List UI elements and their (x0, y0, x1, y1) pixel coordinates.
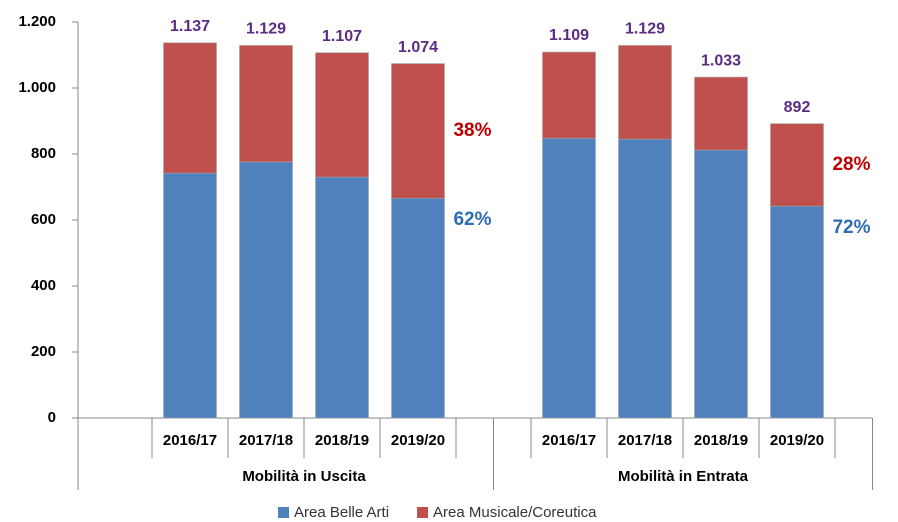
total-label: 892 (784, 99, 811, 116)
percentage-annotation: 28% (832, 154, 870, 175)
bar-segment (770, 205, 824, 419)
x-tick-label: 2016/17 (163, 432, 217, 449)
bar-segment (770, 123, 824, 207)
bar-segment (163, 172, 217, 419)
group-label: Mobilità in Entrata (618, 468, 749, 485)
bar-segment (542, 51, 596, 139)
bar-segment (239, 45, 293, 163)
legend-swatch (278, 507, 289, 518)
bar-segment (391, 197, 445, 419)
percentage-annotation: 72% (832, 217, 870, 238)
total-label: 1.107 (322, 28, 362, 45)
x-tick-label: 2019/20 (391, 432, 445, 449)
bar-segment (618, 138, 672, 419)
total-label: 1.129 (246, 21, 286, 38)
percentage-annotation: 62% (453, 209, 491, 230)
percentage-annotation: 38% (453, 120, 491, 141)
total-label: 1.109 (549, 27, 589, 44)
y-tick-label: 1.200 (18, 13, 56, 30)
x-tick-label: 2016/17 (542, 432, 596, 449)
y-tick-label: 1.000 (18, 79, 56, 96)
bar-segment (315, 176, 369, 419)
total-label: 1.137 (170, 18, 210, 35)
y-tick-label: 600 (31, 211, 56, 228)
group-label: Mobilità in Uscita (242, 468, 366, 485)
bar-segment (163, 42, 217, 174)
y-tick-label: 0 (48, 409, 56, 426)
bar-segment (694, 76, 748, 151)
y-tick-label: 400 (31, 277, 56, 294)
y-tick-label: 800 (31, 145, 56, 162)
bar-segment (542, 137, 596, 419)
bar-segment (694, 149, 748, 419)
total-label: 1.074 (398, 39, 438, 56)
x-tick-label: 2018/19 (694, 432, 748, 449)
x-tick-label: 2017/18 (618, 432, 672, 449)
total-label: 1.033 (701, 52, 741, 69)
y-tick-label: 200 (31, 343, 56, 360)
bar-segment (239, 161, 293, 419)
x-tick-label: 2017/18 (239, 432, 293, 449)
legend-label: Area Belle Arti (294, 504, 389, 521)
bar-segment (391, 63, 445, 199)
x-tick-label: 2018/19 (315, 432, 369, 449)
legend-label: Area Musicale/Coreutica (433, 504, 597, 521)
x-tick-label: 2019/20 (770, 432, 824, 449)
total-label: 1.129 (625, 21, 665, 38)
bar-segment (315, 52, 369, 178)
legend-swatch (417, 507, 429, 518)
bar-segment (618, 45, 672, 140)
